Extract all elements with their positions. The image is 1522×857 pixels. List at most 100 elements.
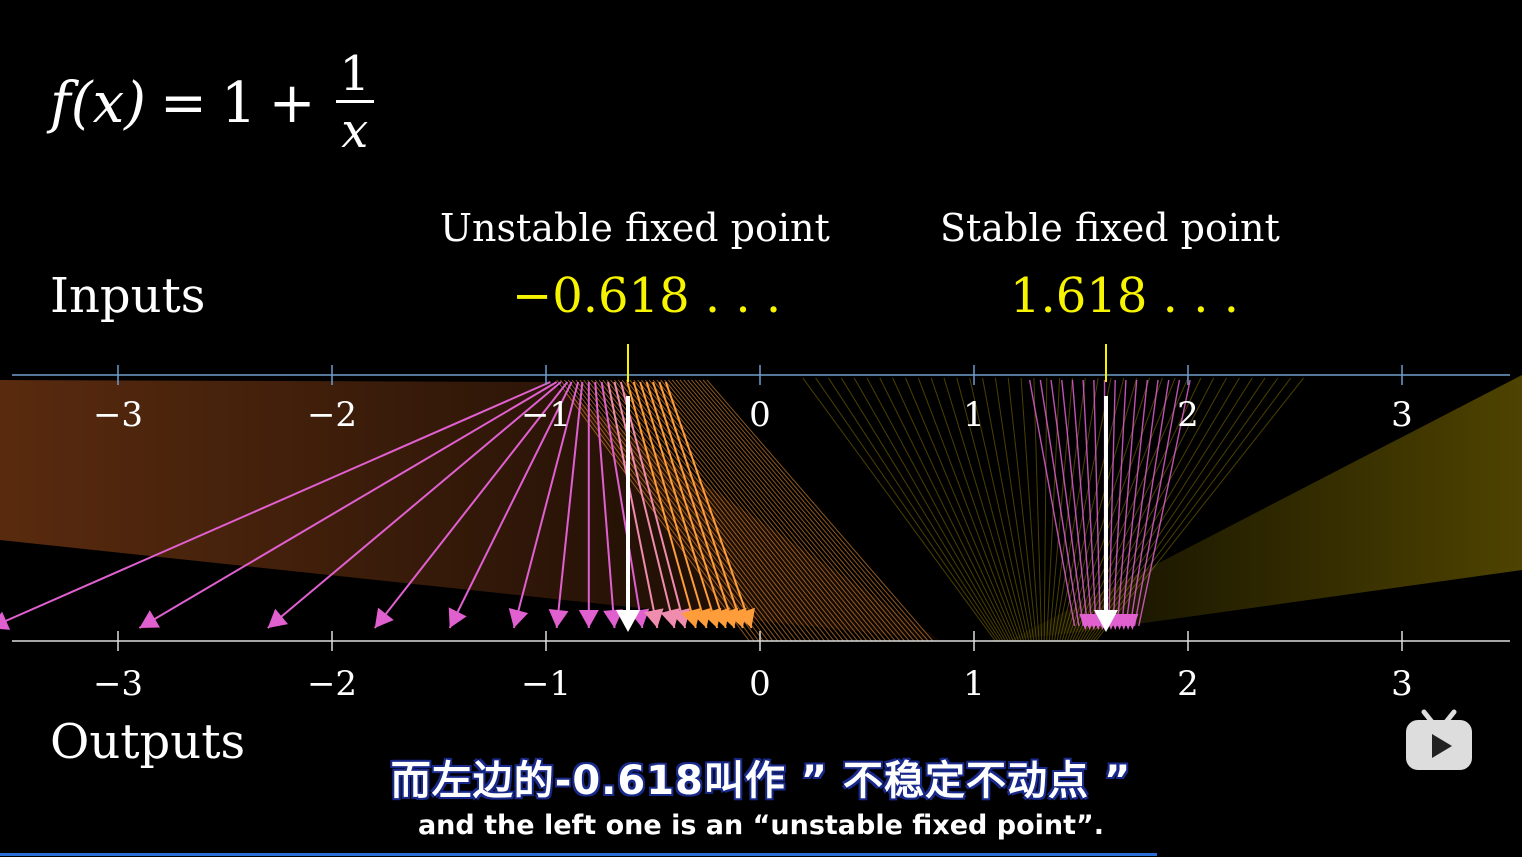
mapping-line: [1059, 377, 1125, 642]
mapping-line: [866, 377, 1009, 642]
mapping-line: [1066, 377, 1163, 642]
mapping-line: [1125, 379, 1159, 627]
mapping-arrow: [578, 382, 599, 628]
mapping-line: [840, 377, 1004, 642]
mapping-line: [1053, 377, 1099, 642]
mapping-line: [917, 377, 1019, 642]
tick-label: 0: [749, 664, 771, 704]
formula-lhs: f(x): [50, 71, 147, 136]
mapping-line: [606, 379, 811, 642]
bilibili-tv-icon[interactable]: [1404, 708, 1474, 772]
mapping-line: [567, 379, 764, 642]
mapping-line: [1116, 379, 1138, 627]
tick-label: −3: [93, 664, 143, 704]
tick-label: 2: [1177, 664, 1199, 704]
formula-plus: +: [268, 71, 316, 136]
mapping-line: [671, 379, 891, 642]
mapping-line: [706, 379, 934, 642]
mapping-line: [660, 379, 877, 642]
mapping-line: [1007, 377, 1037, 642]
mapping-line: [853, 377, 1007, 642]
mapping-line: [1028, 379, 1076, 627]
mapping-line: [633, 379, 844, 642]
mapping-line: [982, 377, 1032, 642]
mapping-line: [892, 377, 1014, 642]
mapping-line: [560, 379, 755, 642]
mapping-line: [802, 377, 996, 642]
function-formula: f(x) = 1 + 1 x: [50, 48, 375, 159]
mapping-line: [1108, 379, 1116, 627]
mapping-line: [691, 379, 915, 642]
tick-label: −1: [521, 664, 571, 704]
mapping-line: [652, 379, 868, 642]
stable-arrowhead: [1126, 614, 1139, 630]
formula-one: 1: [220, 71, 257, 136]
unstable-fixed-point-value: −0.618 . . .: [512, 268, 782, 324]
mapping-line: [1033, 377, 1043, 642]
mapping-line: [1090, 377, 1279, 642]
tick-label: −2: [307, 664, 357, 704]
tick-label: −3: [93, 395, 143, 435]
mapping-arrow: [138, 381, 558, 629]
tick-label: 2: [1177, 395, 1199, 435]
right-mapping-fan: [1010, 375, 1522, 640]
mapping-line: [610, 379, 816, 642]
stable-fixed-point-value: 1.618 . . .: [1010, 268, 1239, 324]
output-axis-ticks: −3 −2 −1 0 1 2 3: [93, 631, 1413, 704]
mapping-arrow: [607, 381, 664, 629]
mapping-line: [1092, 377, 1292, 642]
mapping-arrow: [548, 381, 584, 629]
mapping-line: [579, 379, 778, 642]
mapping-line: [969, 377, 1030, 642]
mapping-line: [1039, 379, 1080, 627]
mapping-arrow: [508, 381, 580, 629]
mapping-line: [668, 379, 887, 642]
tick-label: 1: [963, 664, 985, 704]
mapping-line: [702, 379, 929, 642]
mapping-line: [698, 379, 924, 642]
mapping-line: [1020, 377, 1040, 642]
mapping-line: [1071, 379, 1093, 627]
mapping-line: [815, 377, 999, 642]
subtitle-chinese: 而左边的-0.618叫作 ” 不稳定不动点 ”: [390, 758, 1132, 804]
mapping-line: [629, 379, 840, 642]
mapping-line: [683, 379, 906, 642]
inputs-label: Inputs: [50, 268, 206, 324]
mapping-line: [1056, 377, 1112, 642]
mapping-line: [1074, 377, 1202, 642]
mapping-line: [675, 379, 896, 642]
mapping-line: [879, 377, 1012, 642]
mapping-line: [1133, 379, 1181, 627]
mapping-line: [1112, 379, 1127, 627]
mapping-line: [1077, 377, 1215, 642]
playback-progress-bar[interactable]: [0, 853, 1157, 856]
mapping-line: [905, 377, 1017, 642]
mapping-arrow: [664, 381, 755, 629]
mapping-line: [1093, 379, 1101, 627]
mapping-line: [1087, 377, 1266, 642]
mapping-line: [664, 379, 882, 642]
tick-label: −1: [521, 395, 571, 435]
mapping-arrow: [267, 381, 562, 629]
mapping-line: [1082, 377, 1240, 642]
mapping-line: [956, 377, 1027, 642]
formula-fraction: 1 x: [335, 48, 375, 159]
mapping-arrow: [448, 381, 573, 629]
unstable-fixed-point-label: Unstable fixed point: [440, 206, 830, 250]
mapping-line: [679, 379, 901, 642]
fraction-denominator: x: [341, 103, 369, 159]
mapping-line: [1129, 379, 1170, 627]
mapping-line: [656, 379, 873, 642]
mapping-line: [602, 379, 807, 642]
mapping-line: [828, 377, 1001, 642]
mapping-line: [648, 379, 863, 642]
formula-equals: =: [160, 71, 207, 136]
tick-label: 3: [1391, 395, 1413, 435]
stable-fixed-point-label: Stable fixed point: [940, 206, 1280, 250]
mapping-line: [994, 377, 1035, 642]
mapping-line: [930, 377, 1022, 642]
mapping-line: [571, 379, 769, 642]
mapping-line: [1050, 379, 1084, 627]
